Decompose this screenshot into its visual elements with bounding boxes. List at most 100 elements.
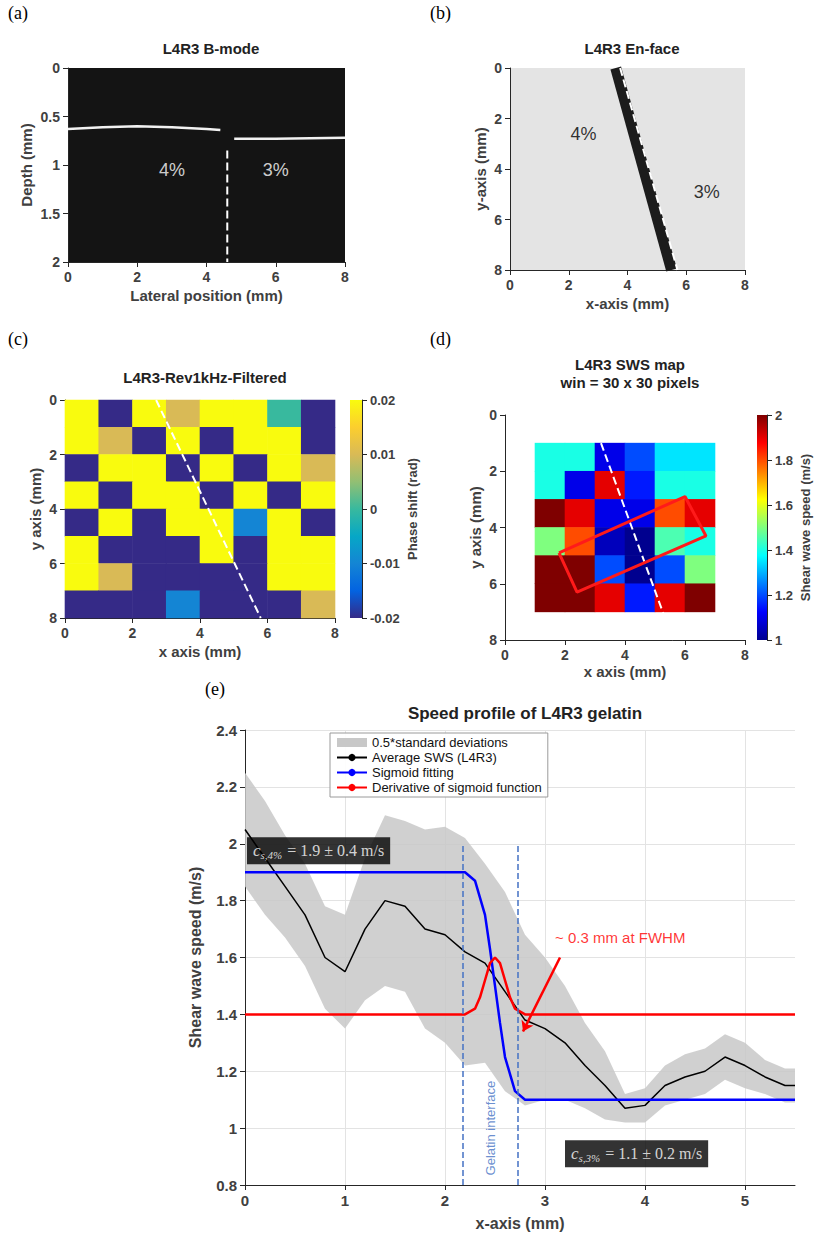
svg-text:(a): (a): [8, 3, 28, 24]
svg-text:y axis (mm): y axis (mm): [467, 486, 484, 569]
svg-text:0: 0: [370, 502, 377, 517]
svg-text:4: 4: [494, 161, 502, 177]
svg-text:1.2: 1.2: [216, 1063, 237, 1080]
svg-text:8: 8: [331, 625, 339, 641]
svg-text:Sigmoid fitting: Sigmoid fitting: [372, 765, 454, 780]
svg-text:1.4: 1.4: [775, 543, 794, 558]
svg-text:L4R3 SWS map: L4R3 SWS map: [575, 356, 685, 373]
svg-text:6: 6: [489, 576, 497, 592]
svg-text:2: 2: [441, 1192, 449, 1209]
svg-text:= 1.9 ± 0.4 m/s: = 1.9 ± 0.4 m/s: [287, 842, 384, 859]
svg-text:y-axis (mm): y-axis (mm): [472, 127, 489, 210]
svg-text:Derivative of sigmoid function: Derivative of sigmoid function: [372, 780, 542, 795]
svg-text:1.2: 1.2: [775, 588, 793, 603]
svg-text:4: 4: [196, 625, 204, 641]
svg-text:Phase shift (rad): Phase shift (rad): [405, 458, 420, 560]
svg-text:4: 4: [489, 520, 497, 536]
svg-text:4: 4: [621, 647, 629, 663]
svg-text:Shear wave speed (m/s): Shear wave speed (m/s): [187, 867, 204, 1048]
svg-text:6: 6: [681, 647, 689, 663]
svg-text:win = 30 x 30 pixels: win = 30 x 30 pixels: [560, 374, 700, 391]
svg-text:6: 6: [682, 277, 690, 293]
svg-text:2: 2: [565, 277, 573, 293]
svg-text:x-axis (mm): x-axis (mm): [586, 295, 669, 312]
svg-text:8: 8: [741, 647, 749, 663]
svg-text:0.5: 0.5: [41, 109, 61, 125]
svg-text:4%: 4%: [570, 124, 596, 144]
svg-text:2: 2: [49, 447, 57, 463]
svg-text:0: 0: [241, 1192, 249, 1209]
svg-text:0: 0: [52, 60, 60, 76]
svg-text:2: 2: [489, 463, 497, 479]
svg-text:2.2: 2.2: [216, 778, 237, 795]
svg-text:0.02: 0.02: [370, 393, 395, 408]
svg-text:8: 8: [49, 610, 57, 626]
svg-text:0: 0: [49, 392, 57, 408]
svg-text:0.01: 0.01: [370, 447, 395, 462]
svg-text:8: 8: [741, 277, 749, 293]
svg-text:1: 1: [52, 157, 60, 173]
svg-text:8: 8: [489, 632, 497, 648]
svg-text:3: 3: [541, 1192, 549, 1209]
svg-text:2: 2: [229, 835, 237, 852]
svg-text:2.4: 2.4: [216, 722, 238, 739]
svg-text:s,4%: s,4%: [261, 849, 283, 861]
svg-text:L4R3 B-mode: L4R3 B-mode: [163, 40, 260, 57]
svg-text:Lateral position (mm): Lateral position (mm): [130, 287, 283, 304]
svg-text:4%: 4%: [159, 160, 185, 180]
svg-text:L4R3 En-face: L4R3 En-face: [584, 40, 679, 57]
svg-text:(c): (c): [8, 329, 28, 350]
svg-text:2: 2: [494, 111, 502, 127]
svg-text:-0.02: -0.02: [370, 611, 400, 626]
svg-text:3%: 3%: [694, 182, 720, 202]
svg-text:0: 0: [61, 625, 69, 641]
svg-text:8: 8: [494, 262, 502, 278]
svg-text:Depth (mm): Depth (mm): [18, 123, 35, 206]
svg-text:x-axis (mm): x-axis (mm): [476, 1215, 565, 1232]
svg-text:y axis (mm): y axis (mm): [27, 468, 44, 551]
svg-text:5: 5: [741, 1192, 749, 1209]
svg-text:-0.01: -0.01: [370, 556, 400, 571]
svg-text:6: 6: [272, 269, 280, 285]
svg-text:(e): (e): [205, 679, 225, 700]
svg-text:8: 8: [341, 269, 349, 285]
svg-text:4: 4: [624, 277, 632, 293]
svg-text:4: 4: [641, 1192, 650, 1209]
svg-text:2: 2: [129, 625, 137, 641]
svg-text:4: 4: [49, 501, 57, 517]
svg-text:x axis (mm): x axis (mm): [159, 643, 242, 660]
svg-text:1: 1: [775, 633, 782, 648]
svg-text:0: 0: [506, 277, 514, 293]
svg-text:Shear wave speed (m/s): Shear wave speed (m/s): [798, 454, 813, 601]
svg-text:0: 0: [501, 647, 509, 663]
svg-text:1.6: 1.6: [775, 498, 793, 513]
svg-text:(b): (b): [430, 3, 451, 24]
svg-text:Average SWS (L4R3): Average SWS (L4R3): [372, 750, 497, 765]
svg-text:2: 2: [52, 254, 60, 270]
svg-text:0.5*standard deviations: 0.5*standard deviations: [372, 735, 508, 750]
svg-text:~ 0.3 mm at FWHM: ~ 0.3 mm at FWHM: [555, 929, 685, 946]
svg-text:0.8: 0.8: [216, 1177, 237, 1194]
svg-text:2: 2: [561, 647, 569, 663]
svg-text:1.8: 1.8: [775, 453, 793, 468]
svg-text:6: 6: [494, 212, 502, 228]
svg-text:3%: 3%: [263, 160, 289, 180]
svg-text:1: 1: [341, 1192, 349, 1209]
svg-text:1: 1: [229, 1120, 237, 1137]
svg-text:L4R3-Rev1kHz-Filtered: L4R3-Rev1kHz-Filtered: [123, 369, 286, 386]
svg-text:= 1.1 ± 0.2 m/s: = 1.1 ± 0.2 m/s: [605, 1145, 702, 1162]
svg-text:Speed profile of L4R3 gelatin: Speed profile of L4R3 gelatin: [408, 704, 642, 723]
svg-text:x axis (mm): x axis (mm): [584, 663, 667, 680]
svg-text:1.8: 1.8: [216, 892, 237, 909]
svg-text:1.6: 1.6: [216, 949, 237, 966]
svg-text:(d): (d): [430, 329, 451, 350]
svg-text:Gelatin interface: Gelatin interface: [483, 1081, 498, 1176]
svg-text:6: 6: [264, 625, 272, 641]
svg-text:0: 0: [489, 407, 497, 423]
svg-text:4: 4: [203, 269, 211, 285]
svg-text:6: 6: [49, 556, 57, 572]
svg-text:1.4: 1.4: [216, 1006, 238, 1023]
svg-text:2: 2: [133, 269, 141, 285]
svg-text:1.5: 1.5: [41, 206, 61, 222]
svg-text:s,3%: s,3%: [579, 1152, 601, 1164]
